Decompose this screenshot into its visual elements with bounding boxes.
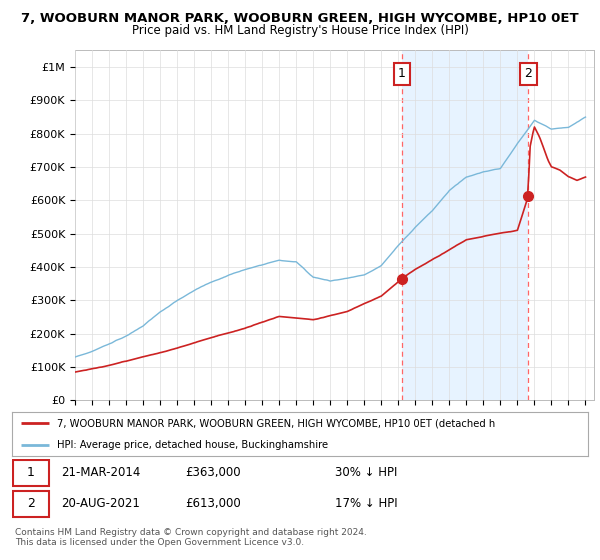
Text: 7, WOOBURN MANOR PARK, WOOBURN GREEN, HIGH WYCOMBE, HP10 0ET (detached h: 7, WOOBURN MANOR PARK, WOOBURN GREEN, HI… xyxy=(57,418,495,428)
Text: 21-MAR-2014: 21-MAR-2014 xyxy=(61,466,140,479)
Text: 7, WOOBURN MANOR PARK, WOOBURN GREEN, HIGH WYCOMBE, HP10 0ET: 7, WOOBURN MANOR PARK, WOOBURN GREEN, HI… xyxy=(21,12,579,25)
Text: Contains HM Land Registry data © Crown copyright and database right 2024.
This d: Contains HM Land Registry data © Crown c… xyxy=(15,528,367,547)
Text: 17% ↓ HPI: 17% ↓ HPI xyxy=(335,497,397,510)
Text: £613,000: £613,000 xyxy=(185,497,241,510)
Text: 20-AUG-2021: 20-AUG-2021 xyxy=(61,497,140,510)
FancyBboxPatch shape xyxy=(13,491,49,516)
Text: HPI: Average price, detached house, Buckinghamshire: HPI: Average price, detached house, Buck… xyxy=(57,440,328,450)
FancyBboxPatch shape xyxy=(13,460,49,486)
Text: 30% ↓ HPI: 30% ↓ HPI xyxy=(335,466,397,479)
Text: 1: 1 xyxy=(27,466,35,479)
Text: 1: 1 xyxy=(398,67,406,80)
Text: 2: 2 xyxy=(524,67,532,80)
Text: £363,000: £363,000 xyxy=(185,466,241,479)
Bar xyxy=(402,50,529,400)
Text: Price paid vs. HM Land Registry's House Price Index (HPI): Price paid vs. HM Land Registry's House … xyxy=(131,24,469,36)
Text: 2: 2 xyxy=(27,497,35,510)
